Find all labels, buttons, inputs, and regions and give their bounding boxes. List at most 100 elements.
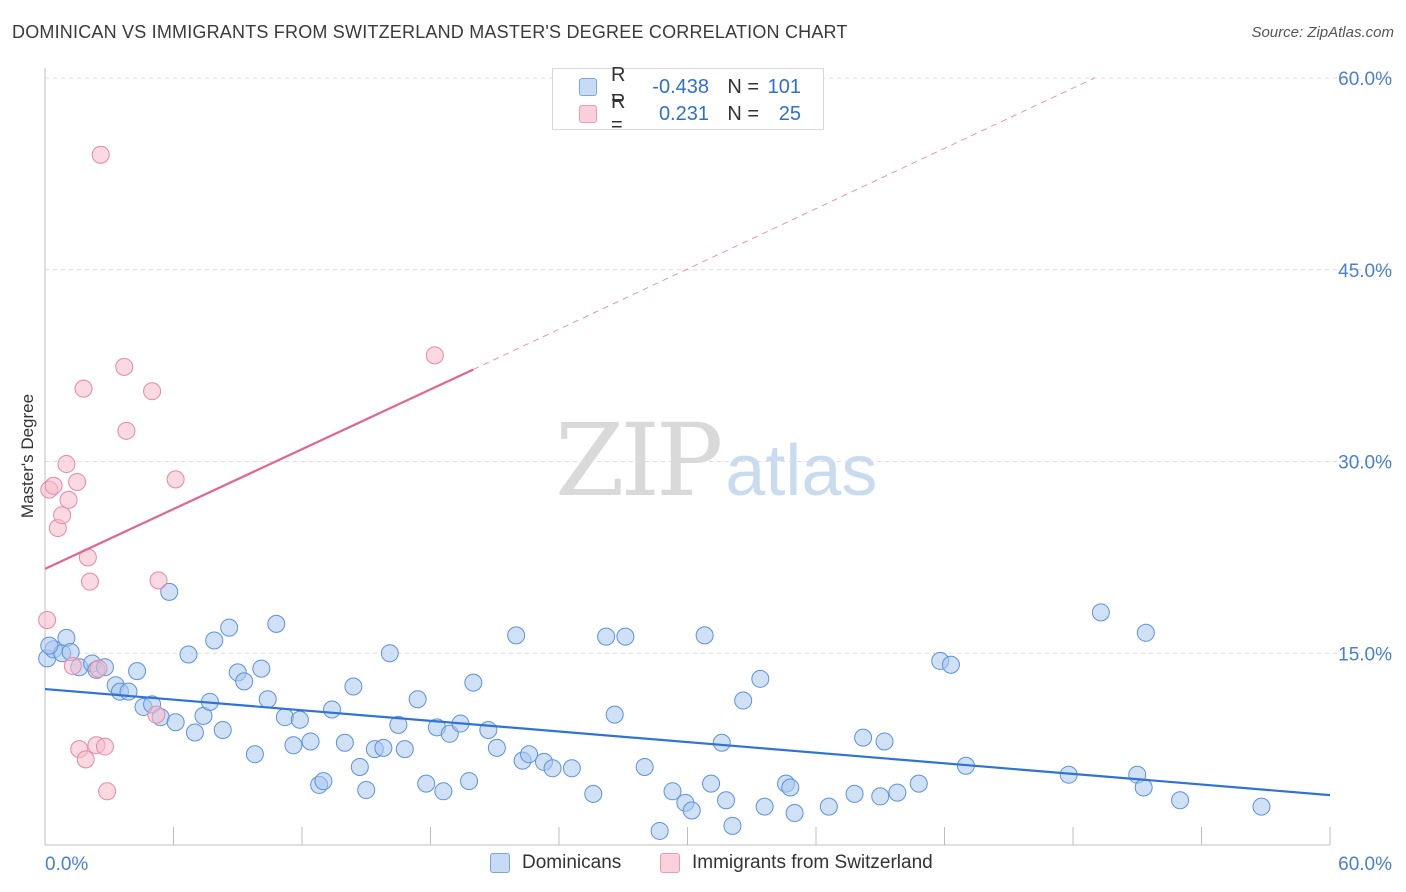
dominicans-point	[712, 733, 731, 752]
watermark-zip: ZIP	[555, 402, 723, 519]
dominicans-point	[781, 778, 800, 797]
switzerland-point	[115, 357, 134, 376]
switzerland-point	[143, 382, 162, 401]
dominicans-point	[389, 715, 408, 734]
legend-row-switzerland: R = 0.231 N = 25	[579, 91, 801, 136]
dominicans-point	[650, 821, 669, 840]
dominicans-point	[267, 614, 286, 633]
dominicans-point	[702, 774, 721, 793]
dominicans-point	[507, 626, 526, 645]
switzerland-point	[59, 490, 78, 509]
legend-n-label: N =	[727, 102, 759, 125]
series-label-switzerland: Immigrants from Switzerland	[692, 852, 933, 873]
switzerland-point	[89, 659, 108, 678]
dominicans-point	[40, 636, 59, 655]
dominicans-point	[734, 691, 753, 710]
dominicans-point	[357, 781, 376, 800]
dominicans-point	[543, 759, 562, 778]
dominicans-point	[888, 783, 907, 802]
legend-r-label: R =	[611, 64, 626, 109]
series-legend-switzerland[interactable]: Immigrants from Switzerland	[660, 852, 933, 874]
dominicans-point	[213, 720, 232, 739]
dominicans-point	[350, 758, 369, 777]
legend-n-value: 101	[767, 75, 801, 98]
dominicans-point	[479, 720, 498, 739]
dominicans-point	[258, 690, 277, 709]
dominicans-point	[875, 732, 894, 751]
dominicans-point	[434, 782, 453, 801]
legend-n-value: 25	[778, 102, 801, 125]
switzerland-point	[147, 705, 166, 724]
dominicans-point	[160, 582, 179, 601]
dominicans-trend-line	[44, 687, 1331, 797]
legend-r-value: -0.438	[652, 75, 709, 98]
dominicans-point	[119, 682, 138, 701]
series-legend: Dominicans Immigrants from Switzerland	[0, 852, 1406, 878]
switzerland-trend-line	[44, 368, 474, 570]
dominicans-point	[717, 791, 736, 810]
dominicans-point	[755, 797, 774, 816]
switzerland-point	[91, 145, 110, 164]
dominicans-point	[520, 745, 539, 764]
dominicans-point	[1134, 778, 1153, 797]
dominicans-point	[395, 740, 414, 759]
dominicans-point	[185, 723, 204, 742]
y-tick-label: 45.0%	[1338, 261, 1392, 282]
dominicans-point	[1252, 797, 1271, 816]
dominicans-point	[417, 774, 436, 793]
dominicans-point	[344, 677, 363, 696]
dominicans-point	[335, 733, 354, 752]
dominicans-point	[314, 772, 333, 791]
dominicans-point	[301, 732, 320, 751]
switzerland-point	[57, 455, 76, 474]
dominicans-point	[205, 631, 224, 650]
switzerland-point	[38, 611, 57, 630]
switzerland-point	[425, 346, 444, 365]
legend-swatch-switzerland	[579, 105, 597, 123]
dominicans-point	[616, 627, 635, 646]
dominicans-point	[1091, 603, 1110, 622]
series-legend-dominicans[interactable]: Dominicans	[490, 852, 621, 874]
dominicans-point	[460, 772, 479, 791]
legend-row-dominicans: R = -0.438 N = 101	[579, 64, 801, 109]
switzerland-point	[76, 750, 95, 769]
switzerland-point	[117, 421, 136, 440]
dominicans-point	[909, 774, 928, 793]
dominicans-point	[284, 736, 303, 755]
dominicans-point	[854, 728, 873, 747]
dominicans-point	[374, 738, 393, 757]
dominicans-point	[275, 708, 294, 727]
y-tick-label: 30.0%	[1338, 453, 1392, 474]
chart-title: DOMINICAN VS IMMIGRANTS FROM SWITZERLAND…	[12, 22, 848, 42]
dominicans-point	[584, 784, 603, 803]
legend-swatch-dominicans	[579, 78, 597, 96]
dominicans-point	[322, 700, 341, 719]
series-swatch-dominicans	[490, 853, 510, 873]
switzerland-point	[166, 470, 185, 489]
dominicans-point	[871, 787, 890, 806]
dominicans-point	[380, 644, 399, 663]
dominicans-point	[723, 816, 742, 835]
dominicans-point	[245, 745, 264, 764]
correlation-legend: R = -0.438 N = 101 R = 0.231 N = 25	[552, 64, 824, 136]
dominicans-point	[1171, 791, 1190, 810]
dominicans-point	[785, 804, 804, 823]
x-tick-label-end: 60.0%	[1338, 854, 1392, 875]
legend-r-value: 0.231	[658, 102, 709, 125]
legend-r-label: R =	[611, 91, 626, 136]
watermark: ZIPatlas	[555, 402, 877, 519]
dominicans-point	[128, 662, 147, 681]
dominicans-point	[220, 618, 239, 637]
dominicans-point	[682, 801, 701, 820]
dominicans-point	[252, 659, 271, 678]
dominicans-point	[819, 797, 838, 816]
dominicans-point	[166, 713, 185, 732]
switzerland-point	[80, 572, 99, 591]
dominicans-point	[464, 673, 483, 692]
dominicans-point	[695, 626, 714, 645]
legend-n-label: N =	[727, 75, 759, 98]
dominicans-point	[751, 669, 770, 688]
series-swatch-switzerland	[660, 853, 680, 873]
switzerland-point	[95, 737, 114, 756]
